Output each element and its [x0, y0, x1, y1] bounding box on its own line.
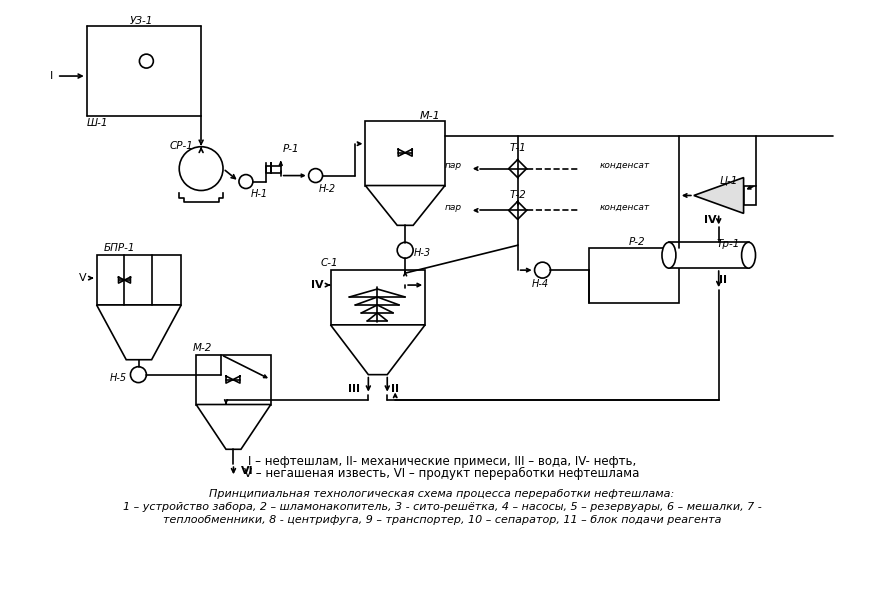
Text: II: II: [719, 275, 727, 285]
Text: Т-1: Т-1: [509, 142, 526, 153]
Text: Р-1: Р-1: [283, 144, 299, 154]
Bar: [196, 355, 271, 405]
Text: Н-4: Н-4: [532, 279, 549, 289]
Text: Н-2: Н-2: [319, 184, 336, 194]
Ellipse shape: [742, 242, 756, 268]
Bar: [589, 248, 679, 303]
Text: конденсат: конденсат: [600, 161, 649, 170]
Text: Принципиальная технологическая схема процесса переработки нефтешлама:: Принципиальная технологическая схема про…: [209, 489, 675, 499]
Circle shape: [309, 169, 322, 182]
Circle shape: [140, 54, 154, 68]
Text: М-2: М-2: [193, 343, 213, 353]
Polygon shape: [694, 178, 743, 213]
Text: VI: VI: [241, 466, 254, 476]
Text: Н-3: Н-3: [414, 248, 431, 258]
Text: БПР-1: БПР-1: [103, 243, 135, 253]
Text: II: II: [391, 384, 399, 393]
Polygon shape: [96, 305, 181, 360]
Text: конденсат: конденсат: [600, 203, 649, 212]
Text: Ц-1: Ц-1: [720, 176, 738, 185]
Text: Н-5: Н-5: [109, 372, 126, 383]
Text: I – нефтешлам, II- механические примеси, III – вода, IV- нефть,: I – нефтешлам, II- механические примеси,…: [248, 455, 636, 468]
Circle shape: [239, 175, 253, 188]
Polygon shape: [196, 405, 271, 449]
Polygon shape: [366, 185, 445, 225]
Circle shape: [179, 147, 223, 191]
Ellipse shape: [662, 242, 675, 268]
Bar: [96, 255, 181, 305]
Text: теплообменники, 8 - центрифуга, 9 – транспортер, 10 – сепаратор, 11 – блок подач: теплообменники, 8 - центрифуга, 9 – тран…: [162, 515, 721, 525]
Bar: [669, 242, 749, 268]
Text: Ш-1: Ш-1: [87, 118, 108, 128]
Text: С-1: С-1: [321, 258, 338, 268]
Text: V – негашеная известь, VI – продукт переработки нефтешлама: V – негашеная известь, VI – продукт пере…: [245, 467, 639, 480]
Polygon shape: [330, 325, 425, 375]
Text: М-1: М-1: [419, 111, 441, 121]
Circle shape: [534, 262, 550, 278]
Bar: [743, 185, 756, 206]
Text: СР-1: СР-1: [170, 141, 193, 151]
Text: I: I: [50, 71, 54, 81]
Text: IV: IV: [311, 280, 323, 290]
Bar: [366, 121, 445, 185]
Circle shape: [131, 367, 147, 383]
Text: 1 – устройство забора, 2 – шламонакопитель, 3 - сито-решётка, 4 – насосы, 5 – ре: 1 – устройство забора, 2 – шламонакопите…: [123, 502, 761, 512]
Text: IV: IV: [705, 215, 717, 225]
Text: пар: пар: [445, 161, 462, 170]
Text: III: III: [349, 384, 360, 393]
Text: Тр-1: Тр-1: [717, 239, 740, 249]
Bar: [330, 270, 425, 325]
Text: пар: пар: [445, 203, 462, 212]
Text: Н-1: Н-1: [251, 190, 268, 200]
Circle shape: [397, 242, 413, 258]
Text: Т-2: Т-2: [509, 191, 526, 200]
Text: V: V: [79, 273, 87, 283]
Text: УЗ-1: УЗ-1: [130, 16, 153, 26]
Text: Р-2: Р-2: [629, 237, 645, 247]
